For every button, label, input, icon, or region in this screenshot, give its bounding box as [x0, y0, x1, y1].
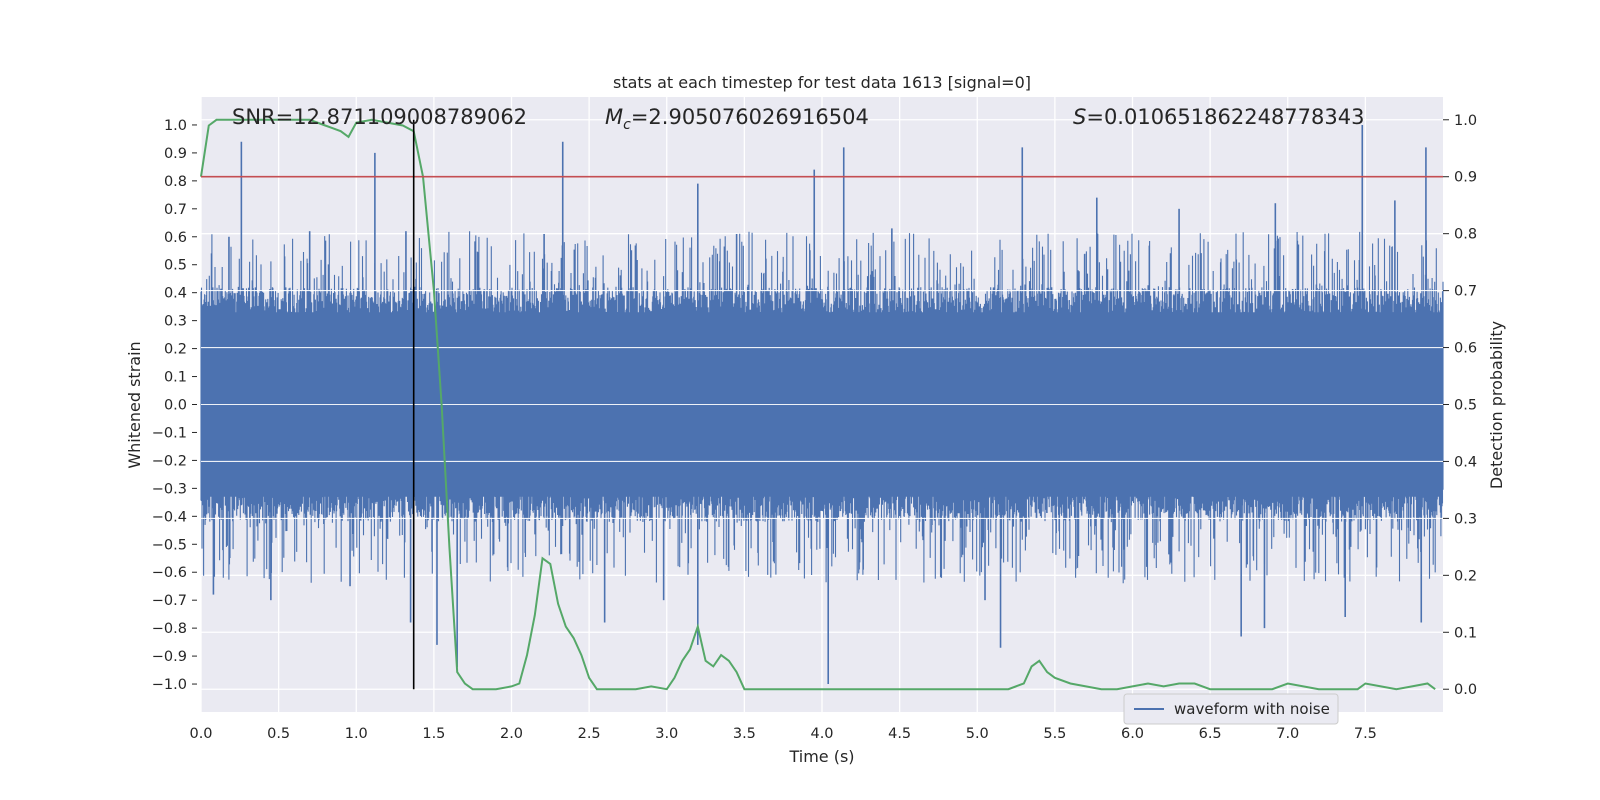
y-tick-label: 0.8 — [164, 174, 187, 190]
y-tick-label: −0.5 — [152, 537, 187, 553]
y-tick-label: 0.1 — [164, 370, 187, 386]
statistic-value: =0.010651862248778343 — [1086, 105, 1364, 129]
chirp-mass-subscript: c — [623, 117, 631, 133]
y2-tick-label: 0.0 — [1454, 682, 1477, 698]
x-tick-label: 0.0 — [189, 726, 212, 742]
chart-title: stats at each timestep for test data 161… — [613, 73, 1031, 92]
legend-label: waveform with noise — [1174, 700, 1330, 718]
reference-lines — [201, 119, 1443, 690]
y2-tick-label: 0.2 — [1454, 568, 1477, 584]
y-tick-label: −0.7 — [152, 593, 187, 609]
y-tick-label: 0.4 — [164, 286, 187, 302]
tick-labels: 0.0 0.5 1.0 1.5 2.0 2.5 3.0 3.5 4.0 4.5 5.0 5.5 6.0 6… — [152, 113, 1477, 742]
legend: waveform with noise — [1123, 693, 1339, 725]
statistic-annotation: S=0.010651862248778343 — [1073, 105, 1364, 129]
x-tick-label: 6.5 — [1199, 726, 1222, 742]
y-axis-label: Whitened strain — [125, 341, 144, 468]
x-tick-label: 6.0 — [1121, 726, 1144, 742]
y-tick-label: 0.5 — [164, 258, 187, 274]
y2-tick-label: 0.5 — [1454, 398, 1477, 414]
chirp-mass-value: =2.905076026916504 — [631, 105, 869, 129]
y-tick-label: −0.1 — [152, 425, 187, 441]
x-tick-label: 1.5 — [422, 726, 445, 742]
statistic-symbol: S — [1073, 105, 1086, 129]
y2-tick-label: 0.8 — [1454, 227, 1477, 243]
y-tick-label: 0.2 — [164, 342, 187, 358]
x-tick-label: 7.0 — [1276, 726, 1299, 742]
legend-box — [1123, 693, 1339, 725]
y-tick-label: −0.9 — [152, 649, 187, 665]
y-tick-label: −1.0 — [152, 677, 187, 693]
y-tick-label: −0.2 — [152, 453, 187, 469]
x-tick-label: 4.5 — [888, 726, 911, 742]
y2-tick-label: 0.6 — [1454, 341, 1477, 357]
y-tick-label: 1.0 — [164, 118, 187, 134]
x-tick-label: 3.0 — [655, 726, 678, 742]
y2-tick-label: 0.1 — [1454, 625, 1477, 641]
probability-series — [200, 118, 1436, 691]
x-tick-label: 2.5 — [578, 726, 601, 742]
y2-tick-label: 0.3 — [1454, 511, 1477, 527]
chirp-mass-annotation: Mc=2.905076026916504 — [605, 105, 869, 133]
x-tick-label: 2.0 — [500, 726, 523, 742]
x-tick-label: 4.0 — [810, 726, 833, 742]
y2-tick-label: 0.7 — [1454, 284, 1477, 300]
y2-axis-label: Detection probability — [1487, 321, 1506, 489]
y-tick-label: 0.3 — [164, 314, 187, 330]
y-tick-label: −0.4 — [152, 509, 187, 525]
x-tick-label: 3.5 — [733, 726, 756, 742]
snr-annotation: SNR=12.871109008789062 — [232, 105, 527, 129]
x-tick-label: 7.5 — [1354, 726, 1377, 742]
x-tick-label: 5.0 — [966, 726, 989, 742]
waveform-series — [200, 124, 1444, 685]
y-tick-label: 0.0 — [164, 398, 187, 414]
y2-tick-label: 0.9 — [1454, 170, 1477, 186]
y-tick-label: 0.7 — [164, 202, 187, 218]
y-tick-label: −0.3 — [152, 481, 187, 497]
y2-tick-label: 1.0 — [1454, 113, 1477, 129]
y-tick-label: −0.8 — [152, 621, 187, 637]
y-tick-label: 0.9 — [164, 146, 187, 162]
y2-tick-label: 0.4 — [1454, 454, 1477, 470]
x-tick-label: 0.5 — [267, 726, 290, 742]
y-tick-label: −0.6 — [152, 565, 187, 581]
chirp-mass-symbol: M — [605, 105, 623, 129]
y-tick-label: 0.6 — [164, 230, 187, 246]
x-tick-label: 1.0 — [345, 726, 368, 742]
detection-probability-line — [200, 118, 1436, 691]
x-tick-label: 5.5 — [1043, 726, 1066, 742]
x-axis-label: Time (s) — [788, 747, 854, 766]
